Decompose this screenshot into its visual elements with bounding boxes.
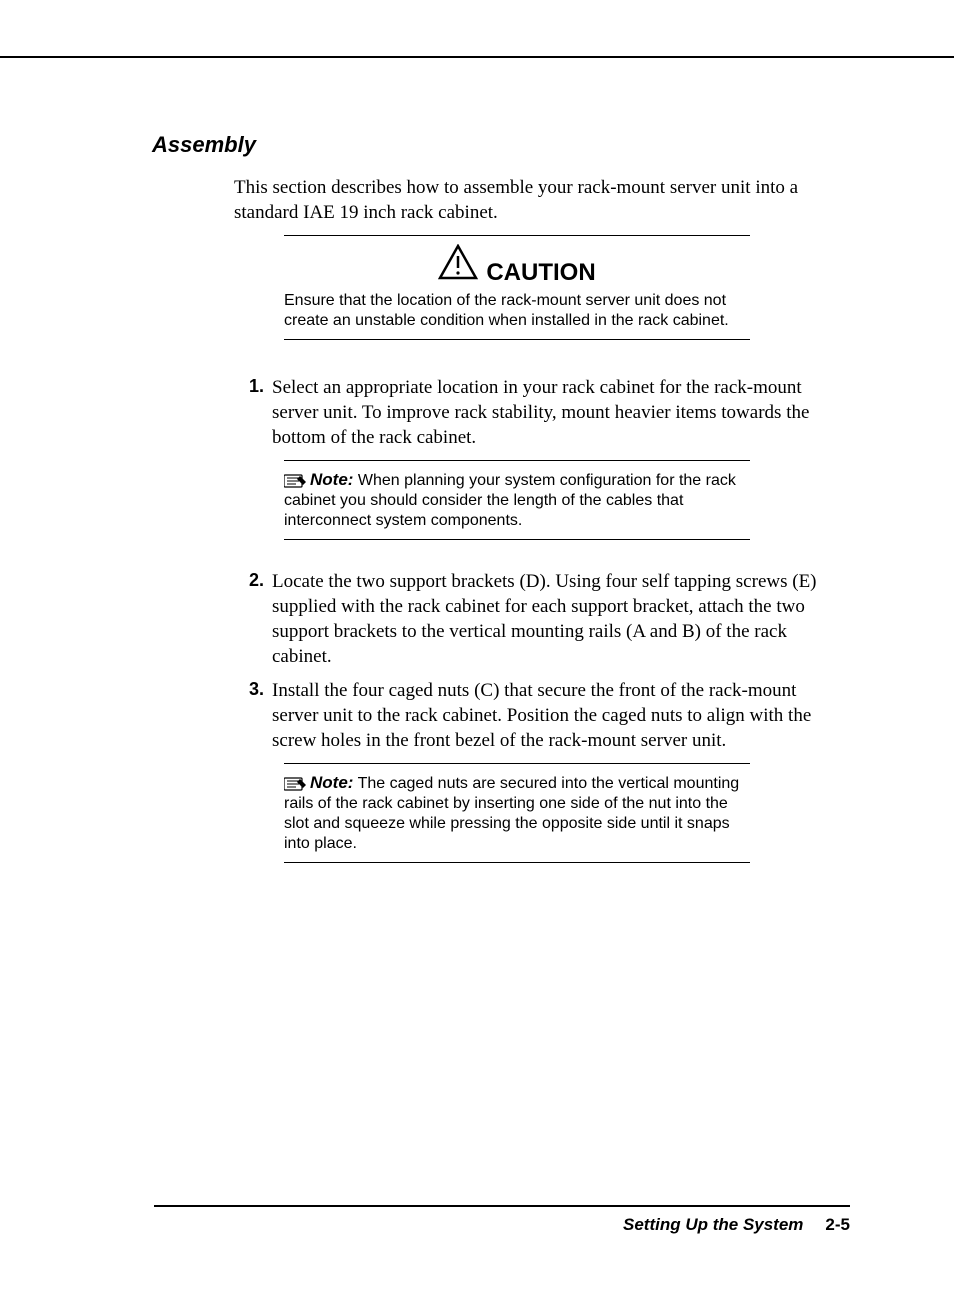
caution-header: CAUTION bbox=[284, 244, 750, 287]
caution-callout: CAUTION Ensure that the location of the … bbox=[284, 235, 750, 340]
step-body: Locate the two support brackets (D). Usi… bbox=[272, 570, 840, 669]
intro-paragraph: This section describes how to assemble y… bbox=[234, 176, 840, 225]
step-number: 3. bbox=[234, 679, 264, 753]
note-callout-1: Note: When planning your system configur… bbox=[284, 460, 750, 540]
caution-text: Ensure that the location of the rack-mou… bbox=[284, 291, 750, 331]
note-text: Note: The caged nuts are secured into th… bbox=[284, 772, 750, 854]
note-callout-2: Note: The caged nuts are secured into th… bbox=[284, 763, 750, 863]
caution-label: CAUTION bbox=[486, 259, 595, 287]
step-body: Install the four caged nuts (C) that sec… bbox=[272, 679, 840, 753]
note-label: Note: bbox=[310, 470, 353, 489]
section-title: Assembly bbox=[152, 132, 850, 158]
note-body-2: The caged nuts are secured into the vert… bbox=[284, 775, 739, 852]
pencil-icon bbox=[284, 776, 308, 792]
step-3: 3. Install the four caged nuts (C) that … bbox=[234, 679, 840, 753]
page-content: Assembly This section describes how to a… bbox=[0, 56, 954, 863]
page-footer: Setting Up the System 2-5 bbox=[154, 1205, 850, 1235]
step-1: 1. Select an appropriate location in you… bbox=[234, 376, 840, 450]
caution-triangle-icon bbox=[438, 244, 478, 280]
step-body: Select an appropriate location in your r… bbox=[272, 376, 840, 450]
footer-page-number: 2-5 bbox=[825, 1215, 850, 1234]
note-text: Note: When planning your system configur… bbox=[284, 469, 750, 531]
pencil-icon bbox=[284, 473, 308, 489]
footer-chapter-title: Setting Up the System bbox=[623, 1215, 803, 1234]
step-2: 2. Locate the two support brackets (D). … bbox=[234, 570, 840, 669]
note-label: Note: bbox=[310, 773, 353, 792]
step-number: 1. bbox=[234, 376, 264, 450]
step-number: 2. bbox=[234, 570, 264, 669]
